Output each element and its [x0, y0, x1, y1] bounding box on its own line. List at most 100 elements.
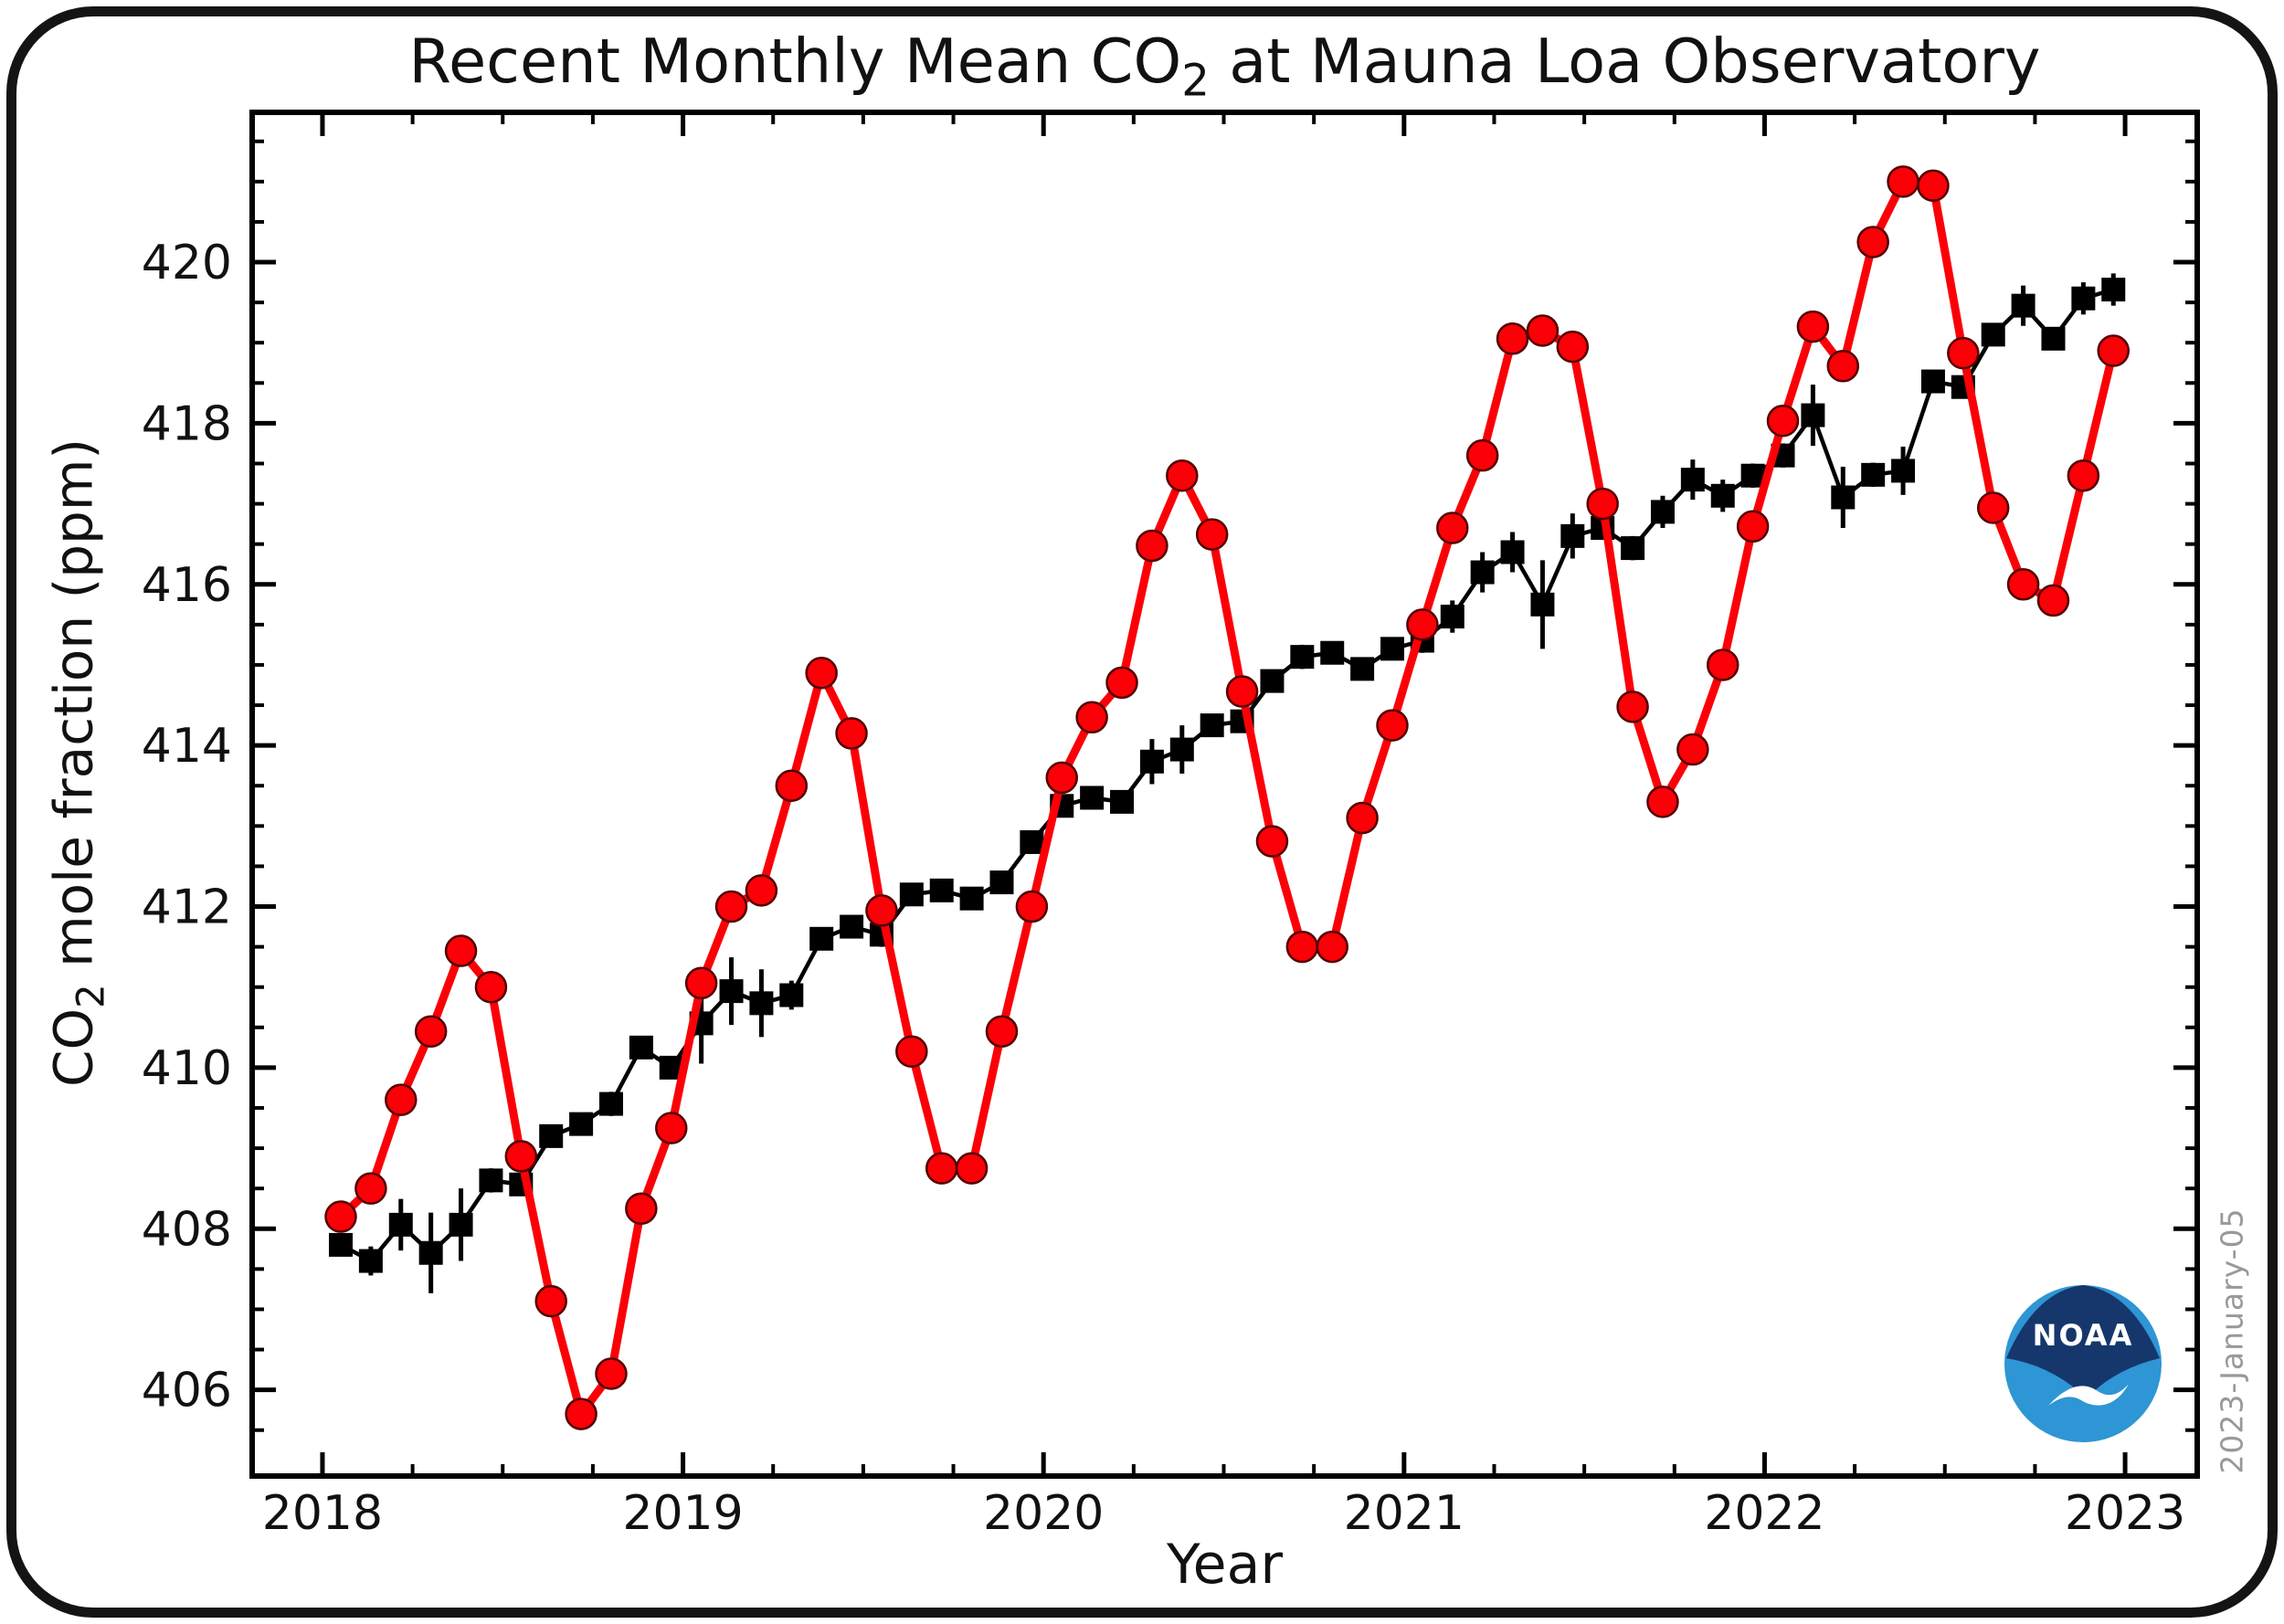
monthly-mean-point [1285, 930, 1319, 964]
monthly-mean-point [955, 1152, 989, 1185]
trend-point [959, 886, 984, 911]
chart-title: Recent Monthly Mean CO2 at Mauna Loa Obs… [252, 26, 2197, 106]
monthly-mean-point [1736, 510, 1770, 543]
monthly-mean-point [1225, 675, 1259, 708]
monthly-mean-point [1947, 336, 1980, 370]
monthly-mean-point [2036, 584, 2070, 617]
trend-point [2011, 293, 2036, 318]
trend-point [449, 1212, 473, 1237]
monthly-mean-point [385, 1083, 418, 1116]
monthly-mean-point [565, 1397, 597, 1430]
monthly-mean-point [1166, 459, 1199, 492]
monthly-mean-point [1316, 930, 1348, 964]
monthly-mean-point [504, 1140, 538, 1173]
trend-point [629, 1035, 653, 1060]
monthly-mean-point [1616, 691, 1649, 723]
trend-point [1560, 523, 1585, 548]
monthly-mean-point [1706, 649, 1739, 681]
trend-point [1861, 462, 1886, 487]
monthly-mean-point [414, 1015, 448, 1048]
trend-point [1470, 560, 1495, 585]
monthly-mean-point [1015, 890, 1049, 923]
datestamp: 2023-January-05 [2214, 1207, 2250, 1474]
trend-point [2101, 278, 2126, 302]
x-tick-labels: 2018 2019 2020 2021 2022 2023 [262, 1486, 2185, 1541]
x-axis-label: Year [1166, 1533, 1284, 1597]
monthly-mean-markers [324, 165, 2130, 1430]
trend-point [1139, 749, 1164, 774]
trend-point [1200, 713, 1224, 738]
svg-text:416: 416 [142, 558, 232, 613]
monthly-mean-point [1406, 608, 1439, 641]
trend-point [1380, 637, 1405, 661]
svg-text:406: 406 [142, 1364, 232, 1418]
monthly-mean-point [354, 1172, 387, 1205]
svg-text:2022: 2022 [1704, 1486, 1824, 1541]
monthly-mean-point [1436, 511, 1469, 544]
axis-ticks [252, 112, 2197, 1476]
trend-point [1350, 657, 1375, 681]
monthly-mean-point [1676, 733, 1709, 766]
svg-text:410: 410 [142, 1041, 232, 1096]
monthly-mean-point [1195, 518, 1229, 551]
svg-text:2019: 2019 [622, 1486, 743, 1541]
trend-point [569, 1112, 594, 1136]
monthly-mean-point [745, 874, 778, 907]
svg-text:408: 408 [142, 1202, 232, 1257]
svg-text:420: 420 [142, 236, 232, 290]
svg-text:418: 418 [142, 396, 232, 451]
monthly-mean-point [775, 769, 809, 802]
trend-point [779, 983, 804, 1007]
trend-point [1891, 459, 1916, 483]
trend-point [1169, 737, 1194, 762]
monthly-mean-point [1887, 165, 1919, 198]
monthly-mean-point [2006, 568, 2040, 601]
svg-text:2020: 2020 [983, 1486, 1104, 1541]
monthly-mean-point [1586, 487, 1619, 521]
trend-point [418, 1240, 443, 1265]
monthly-mean-point [1346, 801, 1379, 835]
monthly-mean-point [1136, 529, 1168, 563]
monthly-mean-point [324, 1200, 357, 1233]
trend-point [1650, 500, 1675, 524]
monthly-mean-point [1376, 709, 1409, 742]
trend-point [1801, 403, 1825, 427]
trend-point [329, 1232, 354, 1257]
svg-text:412: 412 [142, 881, 232, 935]
chart-title-text: Recent Monthly Mean CO [408, 26, 1182, 97]
monthly-mean-point [1646, 786, 1679, 818]
monthly-mean-point [925, 1152, 958, 1185]
trend-point [1320, 640, 1345, 665]
monthly-mean-point [895, 1035, 928, 1069]
trend-point [749, 991, 774, 1016]
trend-error-bars [338, 273, 2116, 1293]
trend-point [840, 914, 864, 939]
monthly-mean-point [534, 1284, 567, 1318]
trend-point [1080, 786, 1105, 810]
trend-point [358, 1249, 383, 1273]
monthly-mean-point [1075, 701, 1108, 734]
y-axis-label: CO2 mole fraction (ppm) [42, 438, 113, 1088]
trend-point [1680, 468, 1705, 492]
monthly-mean-point [1556, 330, 1590, 364]
trend-point [719, 979, 744, 1004]
y-tick-labels: 406 408 410 412 414 416 418 420 [142, 236, 232, 1418]
monthly-mean-point [1526, 314, 1560, 347]
monthly-mean-point [444, 934, 478, 967]
trend-point [899, 882, 924, 907]
trend-point [1020, 829, 1044, 854]
monthly-mean-point [1496, 322, 1529, 355]
monthly-mean-point [1105, 666, 1138, 700]
trend-point [1981, 322, 2005, 347]
chart-title-suffix: at Mauna Loa Observatory [1209, 26, 2041, 97]
trend-point [1920, 369, 1945, 394]
trend-point [2041, 326, 2066, 351]
monthly-mean-point [474, 970, 508, 1004]
svg-text:2018: 2018 [262, 1486, 383, 1541]
monthly-mean-point [835, 717, 868, 750]
chart-title-subscript: 2 [1181, 55, 1210, 107]
trend-point [1500, 540, 1525, 564]
monthly-mean-point [2067, 459, 2100, 492]
monthly-mean-point [1465, 438, 1499, 472]
